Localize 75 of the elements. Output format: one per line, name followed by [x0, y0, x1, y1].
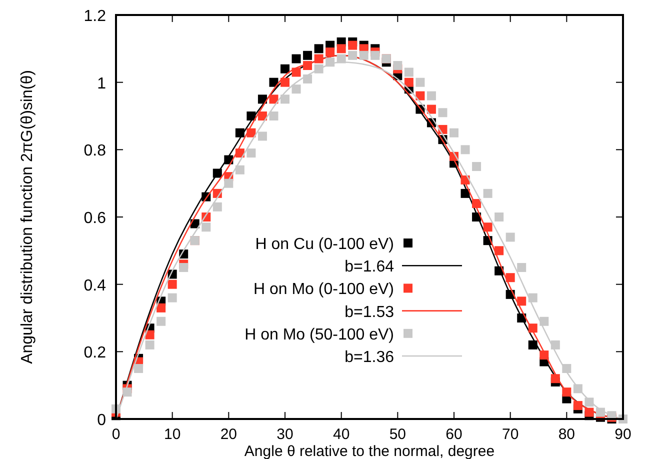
point	[303, 50, 312, 60]
x-tick-label: 70	[502, 426, 519, 443]
point	[426, 91, 436, 100]
legend-label: H on Cu (0-100 eV)	[255, 236, 394, 253]
y-tick-label: 0.2	[84, 344, 106, 362]
point	[336, 44, 346, 54]
legend-label: H on Mo (0-100 eV)	[253, 281, 394, 298]
y-tick-label: 0.4	[84, 277, 106, 294]
point	[280, 64, 290, 74]
point	[416, 78, 425, 87]
point	[359, 50, 368, 60]
point	[314, 44, 324, 54]
point	[370, 50, 380, 60]
point	[450, 128, 458, 138]
legend-label: b=1.36	[344, 349, 394, 366]
point	[246, 148, 256, 158]
legend-label: H on Mo (50-100 eV)	[244, 326, 394, 344]
x-tick-label: 60	[446, 426, 462, 443]
point	[426, 104, 436, 114]
point	[517, 296, 526, 306]
point	[517, 263, 526, 272]
point	[292, 68, 301, 77]
point	[472, 162, 482, 171]
point	[528, 293, 538, 302]
point	[292, 54, 301, 64]
point	[258, 132, 267, 141]
y-tick-label: 1.2	[84, 8, 106, 25]
point	[326, 48, 335, 57]
point	[168, 280, 177, 289]
point	[212, 202, 222, 212]
x-tick-label: 0	[112, 426, 120, 443]
x-tick-label: 30	[276, 426, 294, 443]
point	[156, 316, 166, 326]
y-tick-label: 0.6	[84, 210, 106, 227]
point	[280, 94, 290, 104]
point	[506, 273, 515, 282]
point	[550, 340, 560, 350]
point	[348, 50, 358, 60]
point	[348, 40, 358, 50]
point	[202, 222, 211, 232]
point	[483, 188, 492, 198]
x-tick-label: 90	[614, 426, 632, 443]
point	[280, 78, 290, 87]
point	[168, 293, 177, 302]
point	[269, 78, 278, 87]
point	[404, 68, 414, 77]
point	[404, 78, 414, 87]
y-tick-label: 0	[97, 412, 106, 429]
point	[179, 263, 188, 272]
point	[156, 303, 166, 312]
legend-label: b=1.64	[344, 258, 394, 276]
point	[393, 61, 402, 70]
point	[460, 145, 470, 154]
point	[494, 212, 504, 222]
y-tick-label: 0.8	[84, 142, 106, 160]
point	[145, 340, 154, 350]
x-tick-label: 50	[389, 426, 406, 443]
x-tick-label: 80	[558, 426, 576, 443]
point	[235, 165, 244, 174]
x-tick-label: 40	[332, 426, 350, 443]
point	[269, 94, 278, 104]
point	[506, 232, 515, 242]
y-tick-label: 1	[97, 75, 106, 92]
y-axis-title: Angular distribution function 2πG(θ)sin(θ)	[19, 70, 36, 364]
legend-label: b=1.53	[344, 304, 394, 321]
point	[134, 364, 144, 373]
point	[145, 330, 154, 340]
x-tick-label: 10	[164, 426, 181, 443]
point	[292, 84, 301, 94]
point	[416, 91, 425, 100]
x-axis-title: Angle θ relative to the normal, degree	[244, 443, 495, 459]
point	[269, 112, 278, 120]
point	[438, 108, 448, 118]
x-tick-label: 20	[220, 426, 238, 443]
point	[494, 246, 504, 256]
